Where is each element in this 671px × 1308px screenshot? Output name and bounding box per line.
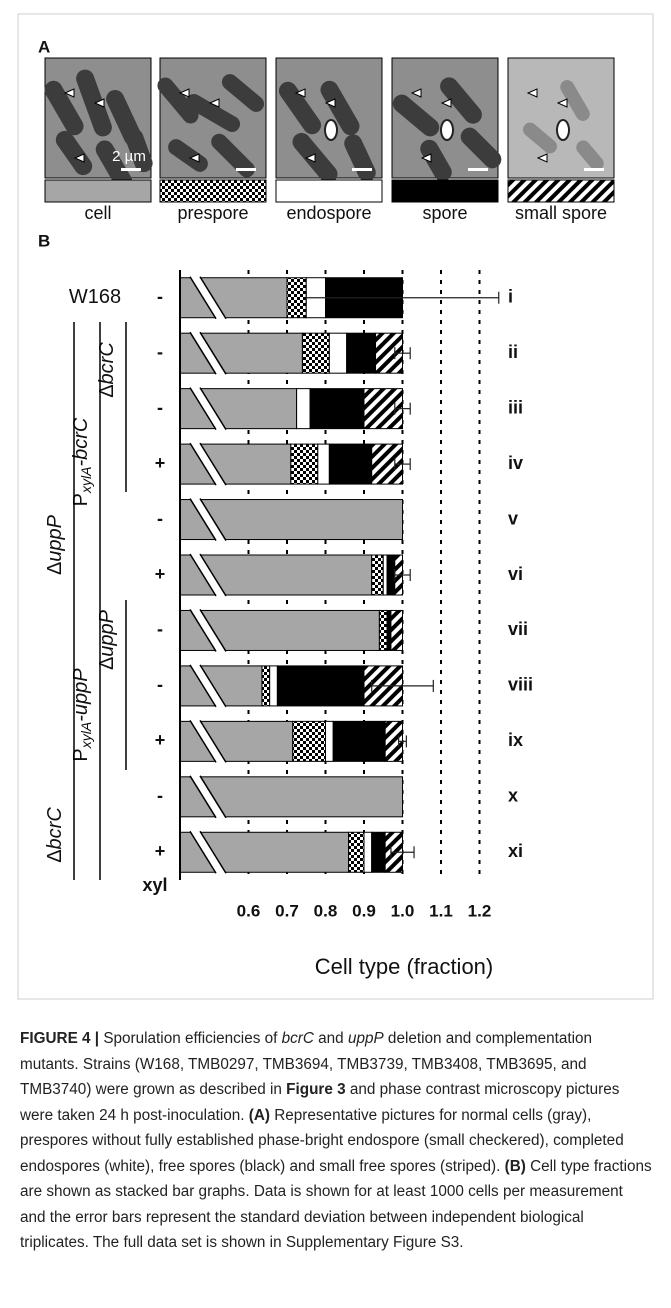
caption-label: FIGURE 4 | xyxy=(20,1030,99,1047)
genotype-label-part: Δ xyxy=(44,562,66,575)
legend-swatch xyxy=(508,180,614,202)
caption-ref: Figure 3 xyxy=(286,1081,346,1098)
legend-label: spore xyxy=(422,203,467,223)
legend-label: cell xyxy=(84,203,111,223)
row-label: v xyxy=(508,508,518,528)
bar-segment xyxy=(387,610,391,650)
genotype-label-part: uppP xyxy=(44,514,66,561)
panel-label: A xyxy=(38,37,50,56)
bar-segment xyxy=(364,832,372,872)
xyl-sign: + xyxy=(155,564,166,584)
bar-segment xyxy=(391,610,403,650)
genotype-label-part: xylA xyxy=(78,467,94,494)
strain-label: W168 xyxy=(69,286,121,308)
bar-segment xyxy=(302,333,329,373)
legend-label: prespore xyxy=(177,203,248,223)
legend-swatch xyxy=(276,180,382,202)
xyl-sign: - xyxy=(157,675,163,695)
xyl-label: xyl xyxy=(142,875,167,895)
row-label: i xyxy=(508,286,513,306)
bar-segment xyxy=(329,333,346,373)
row-label: x xyxy=(508,786,518,806)
row-label: iii xyxy=(508,397,523,417)
xyl-sign: - xyxy=(157,508,163,528)
x-tick-label: 1.1 xyxy=(429,901,453,920)
bar-segment xyxy=(329,444,371,484)
row-label: viii xyxy=(508,675,533,695)
bar-segment xyxy=(277,666,364,706)
plot: 0.6 0.7 0.8 0.9 1.0 1.1 1.2 i - ii - iii - iv + v - vi + vi… xyxy=(44,270,533,979)
scale-bar-label: 2 µm xyxy=(112,148,146,165)
bar-segment xyxy=(270,666,278,706)
genotype-label-part: xylA xyxy=(78,722,94,749)
legend-swatch xyxy=(160,180,266,202)
scale-bar xyxy=(584,168,604,171)
x-tick-label: 0.9 xyxy=(352,901,376,920)
row-label: xi xyxy=(508,841,523,861)
bar-segment xyxy=(372,555,384,595)
scale-bar xyxy=(468,168,488,171)
row-label: ii xyxy=(508,342,518,362)
xyl-sign: + xyxy=(155,453,166,473)
caption: FIGURE 4 | Sporulation efficiencies of b… xyxy=(20,1026,652,1256)
xyl-sign: + xyxy=(155,841,166,861)
scale-bar xyxy=(236,168,256,171)
bar-segment xyxy=(372,832,385,872)
caption-text: bcrC xyxy=(282,1030,314,1047)
legend-swatch xyxy=(45,180,151,202)
x-tick-label: 0.6 xyxy=(237,901,261,920)
genotype-label-part: Δ xyxy=(44,849,66,862)
xyl-sign: - xyxy=(157,619,163,639)
bar-segment xyxy=(291,444,318,484)
bar-segment xyxy=(297,389,310,429)
spore-image xyxy=(557,120,569,140)
figure: A cell prespore endospore spore small spore 2… xyxy=(0,0,671,1005)
genotype-label-part: bcrC xyxy=(44,807,66,850)
bar-segment xyxy=(287,278,306,318)
xyl-sign: - xyxy=(157,286,163,306)
x-tick-label: 0.8 xyxy=(314,901,338,920)
caption-text: Sporulation efficiencies of xyxy=(99,1030,282,1047)
scale-bar xyxy=(352,168,372,171)
bar-segment xyxy=(293,721,326,761)
caption-ref: (A) xyxy=(249,1107,270,1124)
genotype-label: ΔbcrC xyxy=(44,807,66,863)
bar-segment xyxy=(318,444,330,484)
row-label: vi xyxy=(508,564,523,584)
bar-segment xyxy=(379,610,387,650)
x-tick-label: 1.2 xyxy=(468,901,492,920)
caption-ref: (B) xyxy=(505,1158,526,1175)
xyl-sign: + xyxy=(155,730,166,750)
bar-segment xyxy=(383,555,387,595)
bar-segment xyxy=(349,832,364,872)
row-label: ix xyxy=(508,730,523,750)
spore-image xyxy=(325,120,337,140)
xyl-sign: - xyxy=(157,786,163,806)
bar-segment xyxy=(262,666,270,706)
bar-segment xyxy=(347,333,376,373)
spore-image xyxy=(441,120,453,140)
bar-segment xyxy=(387,555,395,595)
row-label: iv xyxy=(508,453,523,473)
caption-text: uppP xyxy=(348,1030,384,1047)
bar-segment xyxy=(326,721,334,761)
xyl-sign: - xyxy=(157,397,163,417)
legend-label: small spore xyxy=(515,203,607,223)
row-label: vii xyxy=(508,619,528,639)
genotype-label: ΔuppP xyxy=(44,514,66,575)
x-axis-title: Cell type (fraction) xyxy=(315,954,494,979)
x-tick-label: 1.0 xyxy=(391,901,415,920)
bar-segment xyxy=(333,721,385,761)
legend-swatch xyxy=(392,180,498,202)
x-tick-label: 0.7 xyxy=(275,901,299,920)
xyl-sign: - xyxy=(157,342,163,362)
panel-a: cell prespore endospore spore small spore 2 µ… xyxy=(41,58,614,223)
scale-bar xyxy=(121,168,141,171)
caption-text: and xyxy=(314,1030,348,1047)
panel-label: B xyxy=(38,231,50,250)
page: { "panel_a": {"label": "A", "scale_bar":… xyxy=(0,0,671,1308)
legend-label: endospore xyxy=(286,203,371,223)
bar-segment xyxy=(310,389,364,429)
